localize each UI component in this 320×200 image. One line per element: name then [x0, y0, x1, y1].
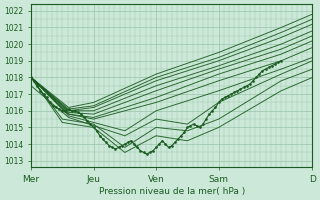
X-axis label: Pression niveau de la mer( hPa ): Pression niveau de la mer( hPa ): [99, 187, 245, 196]
